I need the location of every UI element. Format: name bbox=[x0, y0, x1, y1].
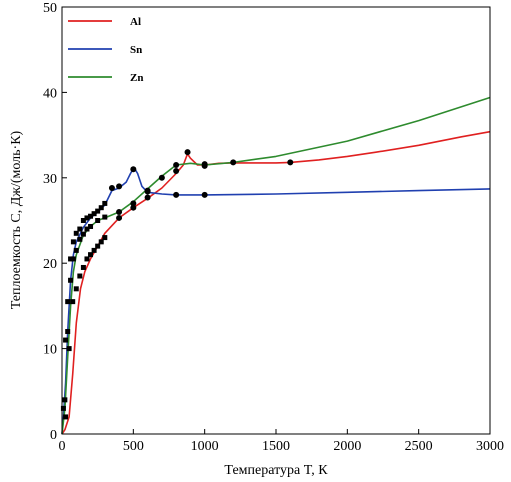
data-point-al bbox=[95, 243, 101, 249]
data-point-zn bbox=[68, 277, 74, 283]
data-point-zn bbox=[158, 174, 165, 181]
x-axis-label: Температура T, К bbox=[224, 463, 328, 478]
data-point-sn bbox=[84, 215, 90, 221]
data-point-al bbox=[84, 256, 90, 262]
data-point-sn bbox=[91, 211, 97, 217]
x-tick-label: 2500 bbox=[405, 439, 433, 454]
data-point-al bbox=[173, 167, 180, 174]
data-point-al bbox=[98, 239, 104, 245]
data-point-zn bbox=[102, 214, 108, 220]
data-point-zn bbox=[116, 208, 123, 215]
data-point-sn bbox=[173, 191, 180, 198]
legend-label-al: Al bbox=[130, 16, 141, 28]
data-point-sn bbox=[95, 208, 101, 214]
series-line-zn bbox=[61, 96, 491, 435]
data-point-al bbox=[287, 159, 294, 166]
data-point-zn bbox=[173, 161, 180, 168]
data-point-zn bbox=[130, 200, 137, 207]
data-point-sn bbox=[73, 230, 79, 236]
data-point-sn bbox=[201, 191, 208, 198]
data-point-zn bbox=[201, 161, 208, 168]
axes: 0 500 1000 1500 2000 2500 3000 0 10 20 30 40 50 bbox=[43, 1, 504, 454]
data-point-al bbox=[66, 346, 72, 352]
legend-label-sn: Sn bbox=[130, 44, 142, 56]
y-tick-label: 0 bbox=[50, 428, 57, 443]
data-point-zn bbox=[144, 187, 151, 194]
data-point-sn bbox=[60, 405, 66, 411]
x-tick-label: 3000 bbox=[476, 439, 504, 454]
data-point-al bbox=[116, 214, 123, 221]
data-point-al bbox=[80, 264, 86, 270]
data-point-sn bbox=[130, 166, 137, 173]
data-point-sn bbox=[102, 200, 108, 206]
data-point-al bbox=[77, 273, 83, 279]
data-point-zn bbox=[65, 329, 71, 335]
legend: Al Sn Zn bbox=[68, 16, 143, 84]
data-point-sn bbox=[65, 299, 71, 305]
y-axis-label: Теплоемкость C, Дж/(моль·К) bbox=[9, 130, 24, 309]
x-tick-label: 1000 bbox=[191, 439, 219, 454]
data-point-zn bbox=[77, 236, 83, 242]
data-point-sn bbox=[70, 239, 76, 245]
data-point-sn bbox=[77, 226, 83, 232]
y-tick-label: 50 bbox=[43, 1, 57, 16]
data-point-zn bbox=[70, 256, 76, 262]
data-point-al bbox=[63, 414, 69, 420]
plot-area bbox=[60, 96, 491, 435]
series-line-al bbox=[61, 130, 491, 435]
data-point-al bbox=[144, 194, 151, 201]
data-point-al bbox=[130, 204, 137, 211]
data-point-sn bbox=[98, 205, 104, 211]
data-point-sn bbox=[80, 218, 86, 223]
data-point-zn bbox=[80, 231, 86, 237]
x-tick-label: 0 bbox=[59, 439, 66, 454]
data-point-zn bbox=[88, 223, 94, 229]
data-point-al bbox=[70, 299, 76, 305]
data-point-zn bbox=[230, 159, 237, 166]
data-point-sn bbox=[68, 256, 74, 262]
series-line-sn bbox=[61, 166, 491, 435]
x-tick-label: 500 bbox=[123, 439, 144, 454]
data-point-sn bbox=[63, 337, 69, 343]
data-point-al bbox=[88, 252, 94, 258]
data-point-al bbox=[91, 247, 97, 253]
data-point-zn bbox=[73, 247, 79, 253]
x-tick-label: 2000 bbox=[333, 439, 361, 454]
data-point-zn bbox=[62, 397, 68, 403]
data-point-al bbox=[73, 286, 79, 292]
legend-label-zn: Zn bbox=[130, 72, 143, 84]
data-point-sn bbox=[108, 185, 115, 192]
data-point-al bbox=[184, 149, 191, 156]
data-point-al bbox=[102, 235, 108, 241]
data-point-sn bbox=[88, 213, 94, 219]
x-tick-label: 1500 bbox=[262, 439, 290, 454]
y-tick-label: 20 bbox=[43, 257, 57, 272]
data-point-zn bbox=[84, 226, 90, 232]
data-point-zn bbox=[95, 218, 101, 223]
y-tick-label: 10 bbox=[43, 343, 57, 358]
y-tick-label: 40 bbox=[43, 86, 57, 101]
y-tick-label: 30 bbox=[43, 172, 57, 187]
data-point-sn bbox=[116, 183, 123, 190]
